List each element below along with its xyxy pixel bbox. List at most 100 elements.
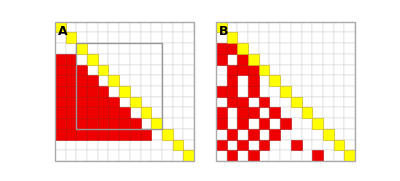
Bar: [334, 22, 344, 32]
Bar: [248, 129, 259, 140]
Bar: [76, 108, 87, 118]
Bar: [162, 118, 173, 129]
Bar: [130, 140, 141, 150]
Bar: [119, 129, 130, 140]
Bar: [216, 43, 226, 54]
Bar: [184, 65, 194, 75]
Bar: [226, 108, 237, 118]
Bar: [130, 97, 141, 108]
Bar: [259, 54, 269, 65]
Bar: [334, 75, 344, 86]
Bar: [162, 129, 173, 140]
Bar: [226, 86, 237, 97]
Bar: [237, 97, 248, 108]
Bar: [151, 118, 162, 129]
Bar: [119, 97, 130, 108]
Bar: [162, 108, 173, 118]
Bar: [173, 65, 184, 75]
Bar: [237, 65, 248, 75]
Bar: [226, 129, 237, 140]
Bar: [87, 43, 98, 54]
Bar: [119, 86, 130, 97]
Bar: [226, 65, 237, 75]
Bar: [66, 118, 76, 129]
Bar: [259, 86, 269, 97]
Bar: [130, 150, 141, 161]
Bar: [280, 97, 291, 108]
Bar: [66, 75, 76, 86]
Bar: [66, 43, 76, 54]
Bar: [151, 86, 162, 97]
Bar: [248, 118, 259, 129]
Bar: [291, 22, 302, 32]
Bar: [55, 54, 66, 65]
Bar: [173, 118, 184, 129]
Bar: [66, 54, 76, 65]
Bar: [237, 108, 248, 118]
Bar: [334, 32, 344, 43]
Bar: [141, 75, 151, 86]
Bar: [291, 97, 302, 108]
Bar: [237, 140, 248, 150]
Text: B: B: [218, 24, 228, 37]
Bar: [87, 75, 98, 86]
Bar: [119, 140, 130, 150]
Bar: [108, 129, 119, 140]
Bar: [87, 129, 98, 140]
Bar: [302, 129, 312, 140]
Bar: [98, 108, 108, 118]
Bar: [108, 118, 119, 129]
Bar: [98, 86, 108, 97]
Bar: [108, 129, 119, 140]
Bar: [98, 54, 108, 65]
Bar: [248, 108, 259, 118]
Bar: [259, 140, 269, 150]
Bar: [248, 54, 259, 65]
Bar: [312, 43, 323, 54]
Bar: [269, 22, 280, 32]
Bar: [173, 54, 184, 65]
Bar: [259, 118, 269, 129]
Bar: [184, 129, 194, 140]
Bar: [334, 43, 344, 54]
Bar: [66, 86, 76, 97]
Bar: [76, 43, 87, 54]
Bar: [66, 129, 76, 140]
Bar: [291, 43, 302, 54]
Bar: [141, 129, 151, 140]
Bar: [302, 65, 312, 75]
Bar: [108, 75, 119, 86]
Bar: [237, 86, 248, 97]
Bar: [151, 108, 162, 118]
Bar: [76, 129, 87, 140]
Bar: [87, 118, 98, 129]
Bar: [98, 97, 108, 108]
Bar: [162, 75, 173, 86]
Bar: [130, 43, 141, 54]
Bar: [66, 97, 76, 108]
Bar: [98, 150, 108, 161]
Bar: [151, 32, 162, 43]
Bar: [216, 140, 226, 150]
Bar: [280, 86, 291, 97]
Text: A: A: [58, 24, 67, 37]
Bar: [269, 86, 280, 97]
Bar: [291, 129, 302, 140]
Bar: [66, 140, 76, 150]
Bar: [248, 150, 259, 161]
Bar: [55, 118, 66, 129]
Bar: [184, 140, 194, 150]
Bar: [323, 43, 334, 54]
Bar: [344, 97, 355, 108]
Bar: [323, 150, 334, 161]
Bar: [66, 150, 76, 161]
Bar: [108, 65, 119, 75]
Bar: [269, 108, 280, 118]
Bar: [66, 65, 76, 75]
Bar: [269, 129, 280, 140]
Bar: [237, 129, 248, 140]
Bar: [162, 150, 173, 161]
Bar: [216, 108, 226, 118]
Bar: [87, 97, 98, 108]
Bar: [269, 54, 280, 65]
